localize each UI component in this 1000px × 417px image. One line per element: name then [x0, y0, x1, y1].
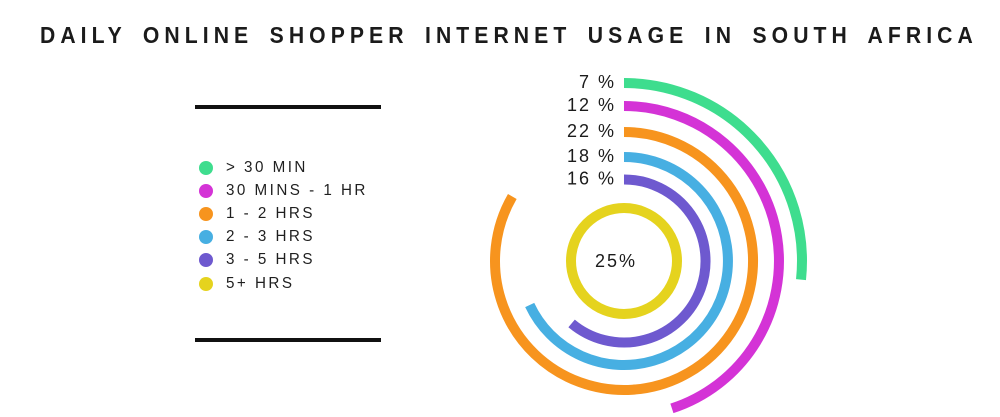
legend: > 30 MIN 30 MINS - 1 HR 1 - 2 HRS 2 - 3 HRS… — [195, 105, 381, 342]
legend-item: > 30 MIN — [199, 156, 375, 179]
center-value-label: 25% — [595, 251, 637, 271]
legend-item: 3 - 5 HRS — [199, 249, 375, 272]
legend-item-label: 3 - 5 HRS — [226, 251, 315, 269]
legend-items: > 30 MIN 30 MINS - 1 HR 1 - 2 HRS 2 - 3 HRS… — [199, 156, 375, 295]
ring-arc-1 — [623, 101, 784, 414]
arc-value-label-3: 18 % — [567, 146, 616, 166]
legend-dot-icon — [199, 160, 213, 175]
legend-item-label: 2 - 3 HRS — [226, 228, 315, 246]
legend-item-label: 30 MINS - 1 HR — [226, 181, 368, 199]
legend-dot-icon — [199, 230, 213, 245]
legend-item: 2 - 3 HRS — [199, 226, 375, 249]
ring-arc-5 — [566, 203, 682, 319]
legend-item-label: 5+ HRS — [226, 274, 295, 292]
legend-dot-icon — [199, 276, 213, 291]
arc-value-label-2: 22 % — [567, 121, 616, 141]
legend-dot-icon — [199, 206, 213, 221]
legend-item-label: 1 - 2 HRS — [226, 204, 315, 222]
legend-item: 30 MINS - 1 HR — [199, 179, 375, 202]
ring-arc-2 — [490, 127, 758, 395]
legend-item-label: > 30 MIN — [226, 158, 308, 176]
legend-top-rule — [195, 105, 381, 109]
arc-value-label-1: 12 % — [567, 95, 616, 115]
legend-bottom-rule — [195, 338, 381, 342]
page-title: DAILY ONLINE SHOPPER INTERNET USAGE IN S… — [40, 22, 978, 48]
ring-arc-3 — [525, 152, 733, 370]
legend-item: 1 - 2 HRS — [199, 202, 375, 225]
legend-item: 5+ HRS — [199, 272, 375, 295]
ring-arc-4 — [568, 174, 711, 348]
arc-value-label-0: 7 % — [579, 72, 616, 92]
legend-dot-icon — [199, 183, 213, 198]
ring-arc-0 — [623, 78, 807, 281]
arc-value-label-4: 16 % — [567, 169, 616, 189]
legend-dot-icon — [199, 253, 213, 268]
